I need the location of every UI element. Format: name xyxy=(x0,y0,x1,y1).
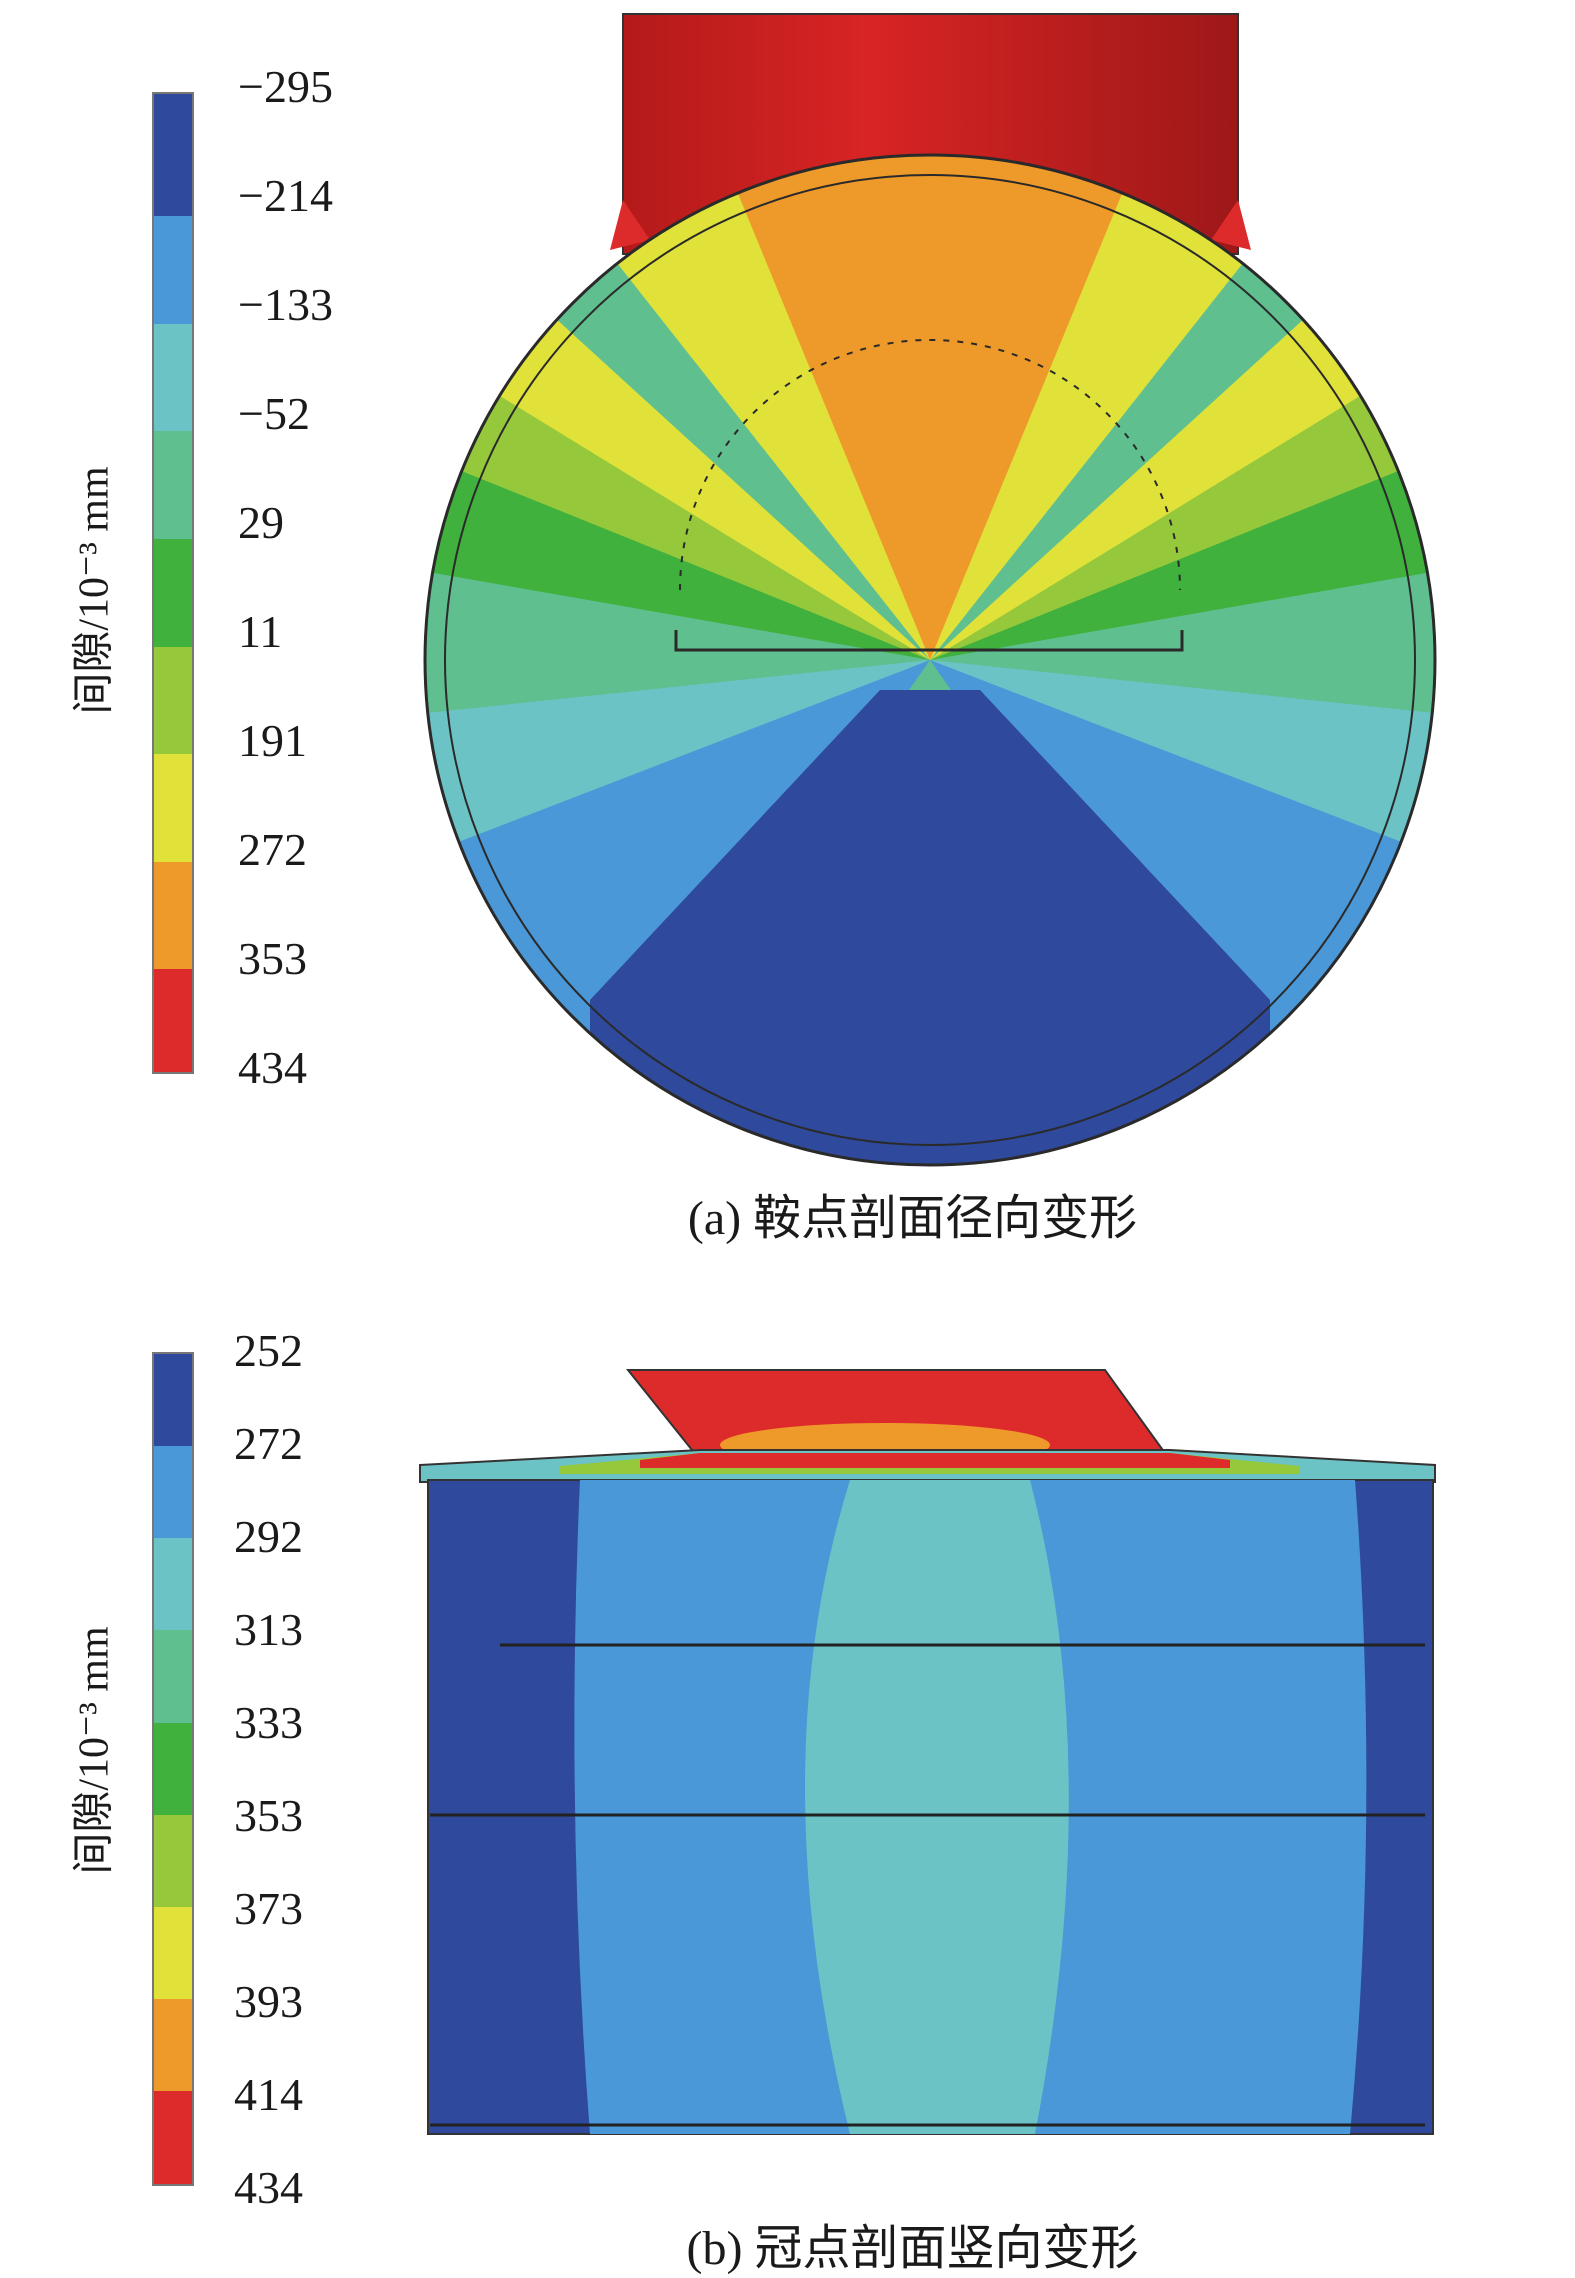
panel-a: −295 −214 −133 −52 29 11 191 272 353 434… xyxy=(71,13,1437,1245)
tick-label: 292 xyxy=(234,1511,303,1562)
tick-label: 252 xyxy=(234,1325,303,1376)
caption-b: (b) 冠点剖面竖向变形 xyxy=(686,2222,1139,2275)
tick-label: 191 xyxy=(238,715,307,766)
tick-label: −214 xyxy=(238,170,333,221)
tick-label: 373 xyxy=(234,1883,303,1934)
tick-label: 393 xyxy=(234,1976,303,2027)
panel-b: 252 272 292 313 333 353 373 393 414 434 … xyxy=(0,1290,1575,2275)
tick-label: −133 xyxy=(238,279,333,330)
tick-label: 333 xyxy=(234,1697,303,1748)
colorbar-axis-label: 间隙/10⁻³ mm xyxy=(71,466,118,715)
tick-label: 353 xyxy=(234,1790,303,1841)
saddle-section-contour-plot xyxy=(423,13,1437,1167)
tick-label: 434 xyxy=(234,2162,303,2213)
tick-label: 434 xyxy=(238,1042,307,1093)
tick-label: 29 xyxy=(238,497,284,548)
outer-circle xyxy=(423,153,1437,1167)
colorbar-b xyxy=(152,1352,194,2186)
tick-label: 272 xyxy=(238,824,307,875)
tick-label: 313 xyxy=(234,1604,303,1655)
tick-label: 414 xyxy=(234,2069,303,2120)
tick-label: −52 xyxy=(238,388,310,439)
colorbar-a xyxy=(152,92,194,1074)
caption-a: (a) 鞍点剖面径向变形 xyxy=(687,1192,1138,1245)
contour-bands xyxy=(425,155,1435,1165)
tick-label: −295 xyxy=(238,61,333,112)
tick-label: 353 xyxy=(238,933,307,984)
tick-label: 272 xyxy=(234,1418,303,1469)
colorbar-axis-label: 间隙/10⁻³ mm xyxy=(71,1626,118,1875)
crown-section-contour-plot xyxy=(419,1369,1436,2135)
tick-label: 11 xyxy=(238,606,283,657)
